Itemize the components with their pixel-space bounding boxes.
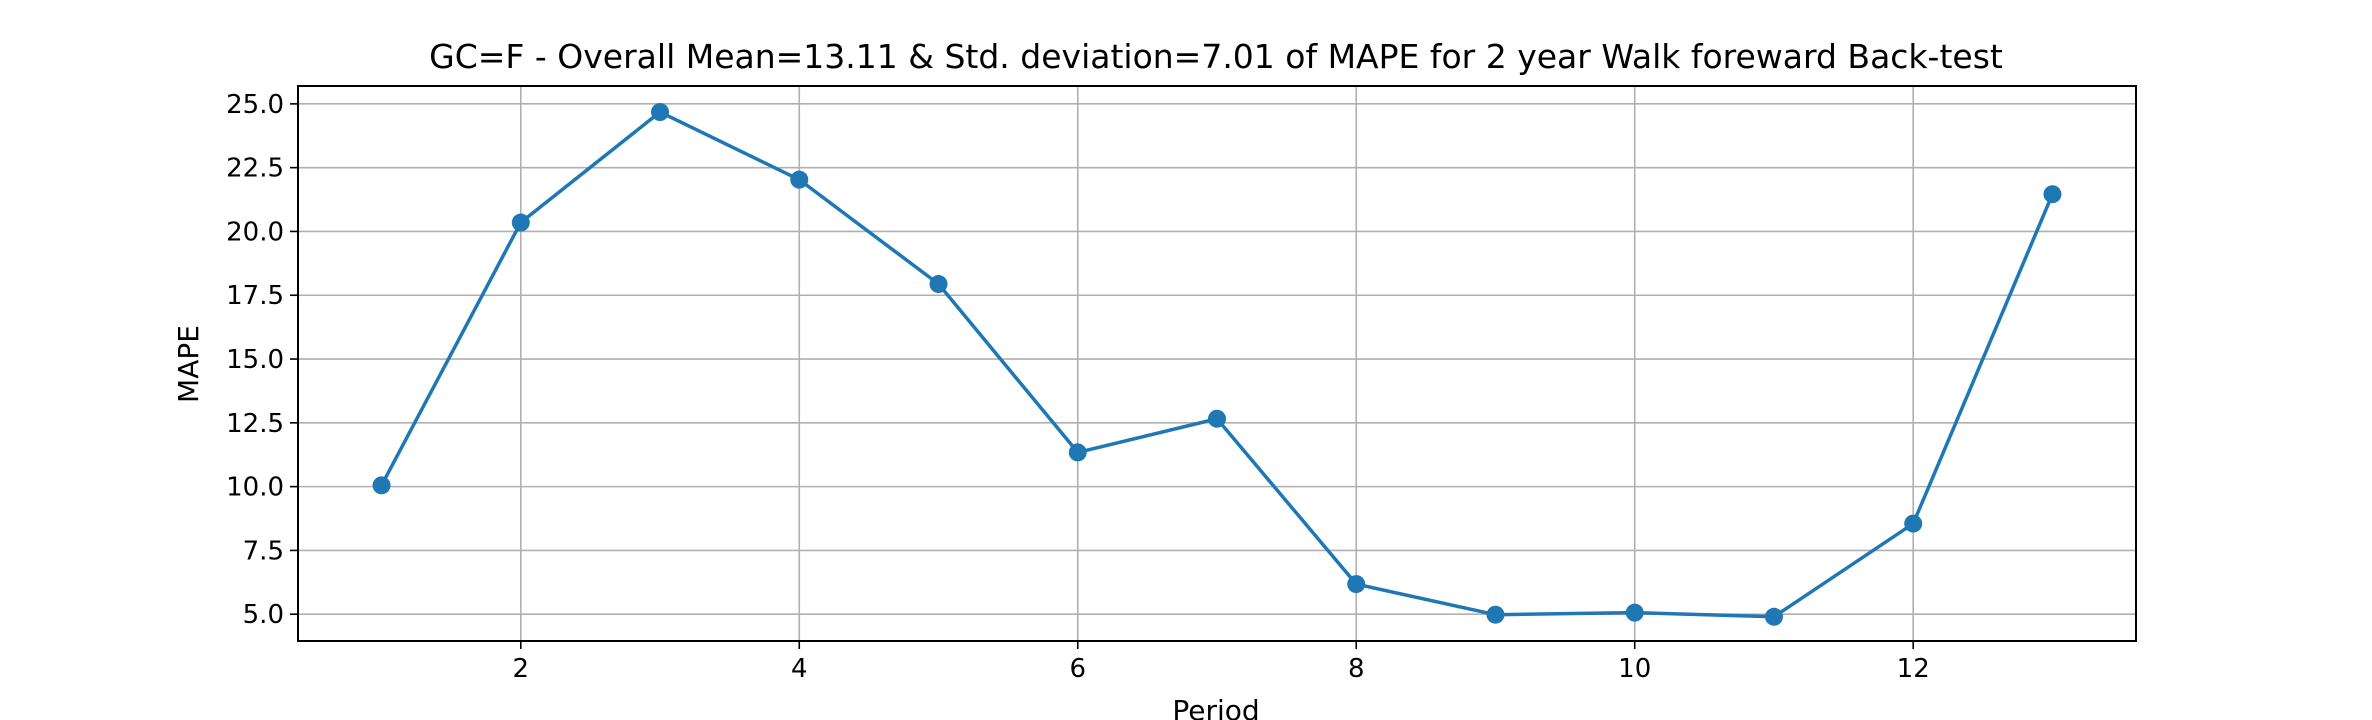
series-line — [379, 110, 2055, 619]
data-point — [1625, 603, 1644, 622]
y-tick-label: 20.0 — [226, 217, 284, 247]
y-tick-label: 22.5 — [226, 154, 284, 184]
data-point — [1068, 443, 1087, 462]
y-tick-label: 15.0 — [226, 345, 284, 375]
data-point — [1764, 607, 1783, 626]
y-tick-label: 17.5 — [226, 281, 284, 311]
y-tick-label: 10.0 — [226, 473, 284, 503]
x-tick-label: 10 — [1618, 654, 1651, 684]
x-tick-label: 8 — [1348, 654, 1365, 684]
x-tick-label: 6 — [1069, 654, 1086, 684]
data-point — [511, 213, 530, 232]
x-tick-label: 2 — [513, 654, 530, 684]
y-tick-label: 12.5 — [226, 409, 284, 439]
data-point — [929, 275, 948, 294]
x-tick-label: 12 — [1897, 654, 1930, 684]
x-tick-label: 4 — [791, 654, 808, 684]
data-point — [1347, 575, 1366, 594]
plot-frame — [297, 85, 2137, 642]
y-tick-label: 5.0 — [243, 600, 284, 630]
y-axis-label: MAPE — [172, 325, 205, 403]
data-point — [372, 476, 391, 495]
data-point — [790, 170, 809, 189]
y-tick-label: 7.5 — [243, 536, 284, 566]
y-axis-ticks: 5.0 7.5 10.0 12.5 15.0 17.5 20.0 22.5 25.0 — [226, 90, 298, 630]
grid — [298, 86, 2136, 641]
data-point — [1486, 605, 1505, 624]
x-axis-label: Period — [1172, 694, 1259, 720]
series-layer — [372, 103, 2062, 626]
data-point — [1208, 409, 1226, 428]
y-tick-label: 25.0 — [226, 90, 284, 120]
chart-title: GC=F - Overall Mean=13.11 & Std. deviati… — [429, 37, 2003, 76]
data-point — [2043, 185, 2062, 204]
data-point — [1904, 514, 1923, 533]
x-axis-ticks: 2 4 6 8 10 12 — [513, 641, 1930, 684]
data-point — [651, 103, 670, 122]
